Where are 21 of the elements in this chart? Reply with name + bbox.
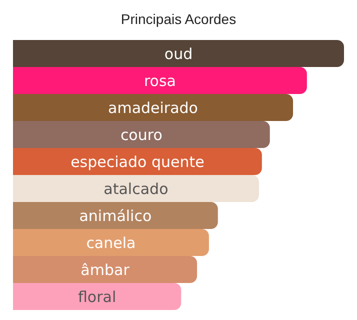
y-tick-label: canela bbox=[86, 234, 136, 252]
y-tick-label: amadeirado bbox=[108, 98, 198, 117]
bar bbox=[13, 256, 198, 283]
y-tick-label: floral bbox=[78, 288, 116, 306]
y-tick-label: âmbar bbox=[80, 260, 130, 279]
bar bbox=[13, 121, 270, 148]
y-tick-label: couro bbox=[120, 126, 162, 144]
bar bbox=[13, 175, 259, 202]
y-tick-label: oud bbox=[164, 44, 193, 63]
bar bbox=[13, 67, 307, 94]
bar bbox=[13, 94, 294, 121]
bar bbox=[13, 40, 344, 67]
bar bbox=[13, 283, 182, 310]
bar bbox=[13, 229, 209, 256]
y-tick-label: atalcado bbox=[104, 180, 168, 198]
chart-title: Principais Acordes bbox=[120, 11, 238, 27]
bar bbox=[13, 202, 218, 229]
y-tick-label: especiado quente bbox=[70, 152, 204, 171]
y-tick-label: animálico bbox=[79, 206, 152, 225]
bar bbox=[13, 148, 262, 175]
y-tick-label: rosa bbox=[144, 72, 176, 90]
